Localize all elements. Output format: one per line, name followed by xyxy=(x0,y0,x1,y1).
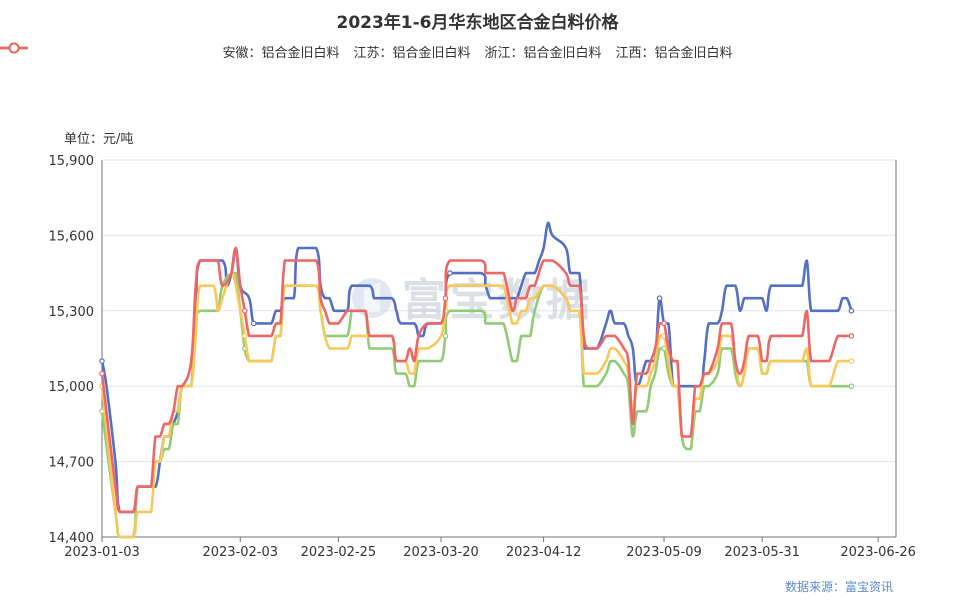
series-1-point xyxy=(447,270,453,276)
watermark-logo-mark xyxy=(364,282,380,312)
series-3-point xyxy=(241,333,248,339)
x-tick-label: 2023-03-20 xyxy=(403,545,479,560)
series-1-point xyxy=(848,307,855,314)
y-tick-label: 15,900 xyxy=(49,154,95,169)
x-tick-label: 2023-02-03 xyxy=(202,545,278,560)
y-tick-label: 14,400 xyxy=(49,531,95,546)
unit-label: 单位：元/吨 xyxy=(64,132,134,147)
series-4-point xyxy=(99,370,105,377)
series-1-point xyxy=(656,295,663,302)
legend-label: 安徽：铝合金旧白料 xyxy=(222,46,340,61)
x-tick-label: 2023-01-03 xyxy=(64,545,140,560)
x-tick-label: 2023-04-12 xyxy=(506,545,582,560)
legend: 安徽：铝合金旧白料 江苏：铝合金旧白料 浙江：铝合金旧白料 江西：铝合金旧白料 xyxy=(0,42,955,61)
series-4-point xyxy=(442,295,449,302)
legend-label: 浙江：铝合金旧白料 xyxy=(484,46,602,61)
legend-label: 江西：铝合金旧白料 xyxy=(615,46,733,61)
series-1-point xyxy=(250,320,257,327)
series-1-point xyxy=(99,358,105,364)
y-tick-label: 15,600 xyxy=(49,229,95,244)
series-line-4 xyxy=(100,246,852,514)
series-3-point xyxy=(848,358,855,364)
y-tick-label: 14,700 xyxy=(49,456,95,471)
series-2-point xyxy=(848,383,855,390)
legend-item-4[interactable]: 江西：铝合金旧白料 xyxy=(0,42,733,61)
series-4-point xyxy=(661,320,667,327)
series-line-2 xyxy=(100,271,852,539)
y-tick-label: 15,000 xyxy=(49,380,95,395)
legend-label: 江苏：铝合金旧白料 xyxy=(353,46,471,61)
x-tick-label: 2023-06-26 xyxy=(840,545,916,560)
x-tick-label: 2023-02-25 xyxy=(301,545,377,560)
chart-title: 2023年1-6月华东地区合金白料价格 xyxy=(336,13,619,33)
legend-swatch-icon xyxy=(0,42,28,54)
series-4-point xyxy=(241,307,248,314)
x-tick-label: 2023-05-09 xyxy=(626,545,702,560)
series-4-point xyxy=(848,333,855,339)
series-2-point xyxy=(442,333,449,339)
series-line-1 xyxy=(100,221,853,514)
x-tick-label: 2023-05-31 xyxy=(724,545,800,560)
watermark-text: 富宝数据 xyxy=(402,275,594,326)
y-tick-label: 15,300 xyxy=(49,305,95,320)
source-label: 数据来源：富宝资讯 xyxy=(784,580,893,594)
